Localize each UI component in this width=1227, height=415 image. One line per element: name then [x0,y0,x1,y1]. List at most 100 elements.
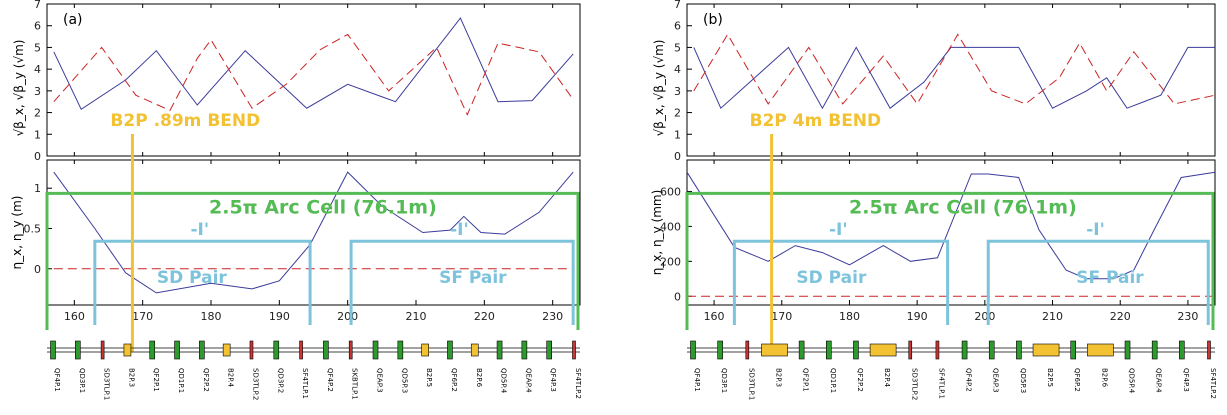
lattice-element [690,340,696,360]
lattice-element [447,340,453,360]
bottom-series-solid-line [686,171,1216,280]
bottom-ytick-label: 200 [660,255,681,268]
lattice-element-label: B2P.5 [425,368,433,387]
bottom-xtick-label: 160 [64,310,85,323]
lattice-element-label: B2P.3 [774,368,782,387]
panel-label: (b) [703,12,723,28]
panel-label: (a) [63,12,83,28]
lattice-strip: QF4P.1 QD3P.1 SD3TLP.1 B2P.3 QF2P.1 QD1P.1 QF2… [47,340,582,400]
sd-pair-label: SD Pair [157,268,228,288]
bottom-xtick-label: 180 [839,310,860,323]
lattice-element-label: QF4P.3 [1182,368,1190,392]
panel-b: 0 1 2 3 4 5 6 7 0 200 400 600 160 170 180 190 200 210 220 2… [650,0,1217,400]
lattice-element [988,340,995,360]
lattice-element-label: SD3TLP.1 [747,368,755,400]
lattice-element-label: QF2P.1 [802,368,810,392]
lattice-element [745,340,750,360]
top-ytick-label: 1 [34,128,41,141]
lattice-element [908,340,913,360]
bottom-xtick-label: 210 [406,310,427,323]
lattice-element [249,340,254,360]
top-series-dashed-line [693,33,1216,105]
top-ytick-label: 0 [34,150,41,163]
lattice-element-label: SD3TLP.2 [910,368,918,400]
bottom-xtick-label: 180 [201,310,222,323]
lattice-element-label: B2P.6 [1100,368,1108,388]
lattice-element-label: QF2P.2 [856,368,864,392]
arc-cell-label: 2.5π Arc Cell (76.1m) [209,196,437,218]
lattice-element-label: SF4TLP.1 [301,368,309,399]
panel-a: 0 1 2 3 4 5 6 7 0 0.5 1 160 170 180 190 200 210 220 230 √β_… [10,0,582,400]
lattice-element [798,340,805,360]
top-ytick-label: 7 [34,0,41,11]
lattice-element [372,340,379,360]
lattice-element [935,340,940,360]
lattice-element [1087,343,1114,357]
lattice-element-label: QEAP.4 [524,368,532,393]
bottom-xtick-label: 230 [1177,310,1198,323]
lattice-element-label: QD5P.4 [1128,368,1136,394]
bottom-xtick-label: 170 [132,310,153,323]
top-ytick-label: 2 [34,107,41,120]
lattice-element [421,343,429,357]
top-ytick-label: 4 [674,63,681,76]
bottom-series-solid-line [53,171,574,294]
sd-pair-bracket [732,239,950,325]
lattice-element [521,340,528,360]
lattice-element-label: QF4P.1 [693,368,701,392]
lattice-element-label: B2P.4 [227,368,235,388]
bottom-xtick-label: 210 [1042,310,1063,323]
sd-pair-bracket [93,239,312,325]
arc-cell-bracket [45,191,580,330]
lattice-element [825,340,832,360]
lattice-element-label: B2P.5 [1046,368,1054,387]
bottom-y-axis-label: η_x, η_y (m) [10,196,24,270]
lattice-element [1124,340,1131,360]
lattice-element-label: QF6P.2 [1073,368,1081,392]
lattice-element-label: SKBTLP.1 [351,368,359,400]
lattice-element-label: B2P.4 [883,368,891,388]
lattice-element-label: QEAP.3 [376,368,384,393]
sf-pair-label: SF Pair [439,268,507,288]
lattice-element [174,340,180,360]
lattice-element [397,340,404,360]
lattice-element [149,340,156,360]
bottom-xtick-label: 160 [704,310,725,323]
sf-pair-bracket [349,239,575,325]
top-series-solid-line [53,17,574,111]
lattice-element [1179,340,1185,360]
lattice-element-label: QD3P.2 [276,368,284,393]
minus-i-right-label: -I' [450,220,469,240]
minus-i-right-label: -I' [1086,220,1105,240]
lattice-element-label: SF4TLP.2 [1209,368,1217,399]
bottom-xtick-label: 190 [907,310,928,323]
lattice-element [299,340,303,360]
top-ytick-label: 2 [674,107,681,120]
lattice-element-label: QD3P.1 [720,368,728,393]
bend-label: B2P .89m BEND [110,111,260,131]
lattice-element-label: QD1P.1 [177,368,185,393]
lattice-element [50,340,56,360]
lattice-element-label: QF4P.1 [53,368,61,392]
top-ytick-label: 1 [674,128,681,141]
sd-pair-label: SD Pair [796,268,867,288]
lattice-element-label: B2P.3 [127,368,135,387]
lattice-element-label: SD3TLP.2 [251,368,259,400]
bottom-ytick-label: 0.5 [24,222,42,235]
top-series-solid-line [693,46,1215,110]
lattice-element-label: QF4P.2 [326,368,334,392]
top-ytick-label: 6 [34,20,41,33]
lattice-element [572,340,576,360]
top-y-axis-label: √β_x, √β_y (√m) [12,40,26,137]
top-plot-frame [46,3,581,157]
bottom-xtick-label: 230 [542,310,563,323]
bottom-xtick-label: 190 [269,310,290,323]
minus-i-left-label: -I' [829,220,848,240]
lattice-element [546,340,552,360]
top-ytick-label: 7 [674,0,681,11]
lattice-element [199,340,205,360]
lattice-element-label: QD5P.4 [500,368,508,394]
lattice-element [869,343,897,357]
lattice-element [1070,340,1077,360]
